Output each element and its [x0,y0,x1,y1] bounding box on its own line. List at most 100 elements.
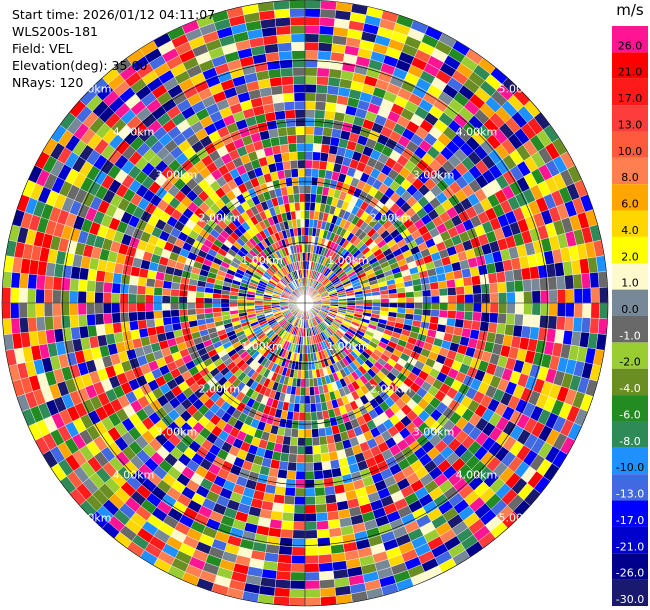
velocity-cell [487,272,498,284]
velocity-cell [276,33,292,44]
velocity-cell [317,537,331,547]
velocity-cell [304,370,310,379]
velocity-cell [294,496,306,506]
velocity-cell [565,288,575,304]
velocity-cell [304,361,309,371]
velocity-cell [304,134,314,144]
velocity-cell [422,309,432,317]
velocity-cell [52,276,63,291]
velocity-cell [438,287,449,297]
velocity-cell [293,512,306,522]
velocity-cell [316,75,329,86]
velocity-cell [290,428,299,438]
velocity-cell [456,294,466,304]
velocity-cell [315,402,323,412]
range-ring-label: 5.00km [499,511,541,524]
velocity-cell [413,308,423,316]
velocity-cell [195,308,205,315]
velocity-cell [120,273,131,285]
velocity-cell [497,281,507,294]
velocity-cell [455,286,465,296]
velocity-cell [319,8,336,19]
colorbar-title: m/s [616,1,644,19]
velocity-cell [293,84,306,94]
velocity-cell [271,502,285,513]
velocity-cell [285,177,293,187]
velocity-cell [371,294,381,300]
velocity-cell [438,309,449,319]
velocity-cell [547,276,558,291]
velocity-cell [311,168,320,178]
velocity-cell [312,151,321,161]
velocity-cell [512,268,523,282]
velocity-cell [78,325,90,339]
velocity-cell [455,310,465,320]
range-ring-label: 3.00km [413,168,455,181]
velocity-cell [315,512,329,522]
velocity-cell [281,512,295,522]
velocity-cell [10,317,21,334]
velocity-cell [283,101,296,111]
velocity-cell [310,185,318,195]
velocity-cell [324,110,336,121]
velocity-cell [170,288,180,297]
range-ring-label: 5.00km [499,83,541,96]
velocity-cell [439,302,449,311]
velocity-cell [86,313,96,327]
velocity-cell [103,312,113,325]
velocity-cell [295,470,306,480]
velocity-cell [325,93,339,104]
velocity-cell [481,302,491,313]
colorbar-tick-label: -21.0 [616,540,644,553]
colorbar-tick-label: -26.0 [616,567,644,580]
velocity-cell [471,275,481,286]
velocity-cell [497,312,507,325]
velocity-cell [1,302,11,320]
velocity-cell [300,218,306,228]
velocity-cell [304,33,320,43]
velocity-cell [295,117,306,127]
range-ring-label: 3.00km [156,168,198,181]
velocity-cell [283,495,296,505]
velocity-cell [555,316,566,331]
velocity-cell [430,309,440,318]
start-time-text: Start time: 2026/01/12 04:11:07 [12,7,216,22]
colorbar-tick-label: -4.0 [619,382,640,395]
velocity-cell [321,135,332,146]
velocity-cell [95,323,106,337]
velocity-cell [564,316,575,332]
velocity-cell [372,302,381,308]
velocity-cell [296,227,302,237]
velocity-cell [464,302,474,312]
velocity-cell [155,325,166,335]
velocity-cell [77,279,88,292]
velocity-cell [318,33,334,44]
velocity-cell [111,282,121,294]
velocity-cell [304,386,310,396]
velocity-cell [573,288,583,304]
velocity-cell [153,287,163,296]
velocity-cell [119,293,129,304]
velocity-cell [294,109,306,119]
velocity-cell [170,309,180,318]
velocity-cell [444,271,455,281]
velocity-cell [454,318,465,329]
velocity-cell [281,444,291,454]
velocity-cell [346,300,356,304]
velocity-cell [289,580,306,590]
velocity-cell [145,310,155,320]
velocity-cell [325,101,337,112]
velocity-cell [294,100,306,110]
velocity-cell [279,537,293,547]
velocity-cell [325,494,337,505]
velocity-cell [277,469,288,479]
velocity-cell [128,284,138,295]
velocity-cell [288,453,298,463]
velocity-cell [304,454,314,464]
velocity-cell [480,283,491,294]
velocity-cell [520,325,532,339]
colorbar-bins: 26.0 21.0 17.0 13.0 10.0 8.0 6.0 4.0 2.0 1.0 0.0 -1… [612,26,648,606]
velocity-cell [439,295,449,304]
velocity-cell [304,176,312,186]
velocity-cell [300,370,306,379]
